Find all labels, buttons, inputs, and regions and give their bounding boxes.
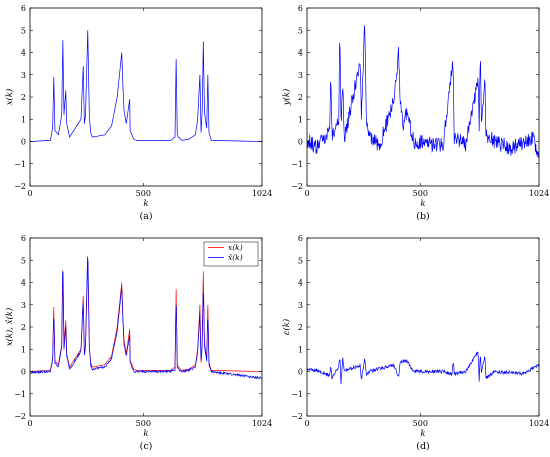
x-tick-label: 1024 [252, 189, 272, 198]
series-line-c-0 [30, 260, 262, 372]
x-axis-label: k [143, 199, 148, 209]
y-tick-label: 3 [21, 301, 26, 310]
y-tick-label: 1 [21, 115, 26, 124]
y-tick-label: 1 [298, 345, 303, 354]
y-tick-label: 3 [298, 71, 303, 80]
x-axis-label: k [143, 429, 148, 439]
y-tick-label: 4 [298, 49, 303, 58]
y-tick-label: −1 [291, 160, 303, 169]
y-tick-label: 3 [21, 71, 26, 80]
y-axis-label: ε(k) [281, 319, 292, 335]
axes-box [29, 7, 263, 187]
x-tick-label: 1024 [252, 419, 272, 428]
y-tick-label: 6 [298, 234, 303, 243]
y-tick-label: −1 [14, 160, 26, 169]
y-tick-label: 5 [21, 256, 26, 265]
x-tick-label: 500 [136, 419, 151, 428]
axes-box [306, 237, 540, 417]
series-line-c-1 [30, 256, 262, 380]
y-tick-label: 0 [21, 138, 26, 147]
panel-caption: (b) [416, 211, 430, 222]
y-tick-label: −2 [291, 412, 303, 421]
x-tick-label: 500 [413, 189, 428, 198]
x-tick-label: 500 [136, 189, 151, 198]
y-tick-label: 4 [298, 279, 303, 288]
y-axis-label: x(k) [4, 89, 15, 106]
x-axis-label: k [420, 199, 425, 209]
y-tick-label: 2 [298, 93, 303, 102]
y-tick-label: 5 [21, 26, 26, 35]
y-tick-label: 1 [21, 345, 26, 354]
y-tick-label: 4 [21, 49, 26, 58]
legend-box [203, 241, 259, 267]
y-tick-label: −2 [291, 182, 303, 191]
panel-c: −2 −1 0 1 2 3 4 5 6 0 500 1024 k x(k), x̂(k) (c) x(k)x̂… [4, 234, 272, 452]
panel-caption: (c) [140, 441, 153, 452]
x-tick-label: 0 [304, 189, 309, 198]
x-tick-label: 0 [27, 419, 32, 428]
y-tick-label: 5 [298, 26, 303, 35]
legend-label: x̂(k) [228, 253, 243, 262]
y-tick-label: 2 [21, 323, 26, 332]
y-axis-label: x(k), x̂(k) [4, 308, 15, 347]
series-line-a-0 [30, 30, 262, 142]
y-tick-label: 4 [21, 279, 26, 288]
legend-label: x(k) [228, 243, 243, 252]
y-tick-label: 0 [298, 368, 303, 377]
y-tick-label: −1 [14, 390, 26, 399]
y-tick-label: 2 [21, 93, 26, 102]
panel-b: −2 −1 0 1 2 3 4 5 6 0 500 1024 k y(k) (b) [281, 4, 549, 222]
y-tick-label: 2 [298, 323, 303, 332]
y-tick-label: 3 [298, 301, 303, 310]
y-tick-label: 6 [21, 234, 26, 243]
y-tick-label: 0 [298, 138, 303, 147]
x-tick-label: 1024 [529, 189, 549, 198]
y-tick-label: −2 [14, 412, 26, 421]
x-tick-label: 0 [304, 419, 309, 428]
y-tick-label: 0 [21, 368, 26, 377]
panel-d: −2 −1 0 1 2 3 4 5 6 0 500 1024 k ε(k) (d) [281, 234, 549, 452]
panel-a: −2 −1 0 1 2 3 4 5 6 0 500 1024 k x(k) (a) [4, 4, 272, 222]
x-axis-label: k [420, 429, 425, 439]
y-tick-label: 1 [298, 115, 303, 124]
panel-caption: (a) [139, 211, 152, 222]
panel-caption: (d) [416, 441, 430, 452]
y-tick-label: 6 [298, 4, 303, 13]
y-axis-label: y(k) [281, 89, 292, 107]
y-tick-label: 6 [21, 4, 26, 13]
x-tick-label: 0 [27, 189, 32, 198]
y-tick-label: −1 [291, 390, 303, 399]
x-tick-label: 500 [413, 419, 428, 428]
y-tick-label: −2 [14, 182, 26, 191]
series-line-d-0 [307, 351, 539, 385]
series-line-b-0 [307, 25, 539, 159]
y-tick-label: 5 [298, 256, 303, 265]
x-tick-label: 1024 [529, 419, 549, 428]
